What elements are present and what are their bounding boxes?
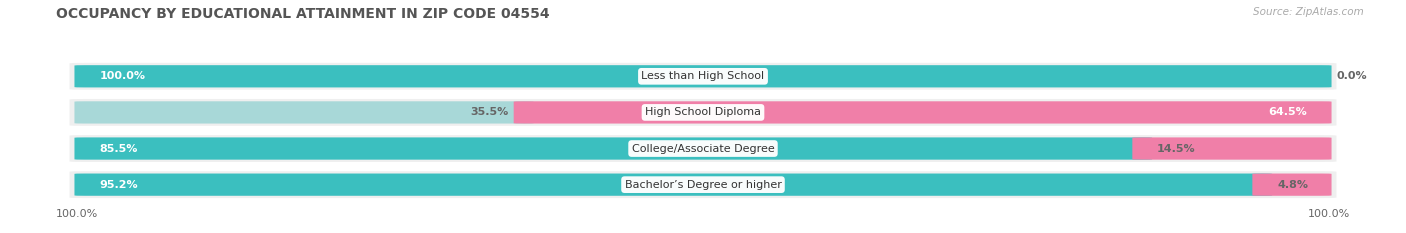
Text: Less than High School: Less than High School — [641, 71, 765, 81]
Text: 35.5%: 35.5% — [471, 107, 509, 117]
FancyBboxPatch shape — [69, 99, 1337, 126]
FancyBboxPatch shape — [75, 65, 1331, 87]
FancyBboxPatch shape — [75, 137, 1152, 160]
Text: 95.2%: 95.2% — [100, 180, 138, 190]
Text: 0.0%: 0.0% — [1337, 71, 1367, 81]
Text: High School Diploma: High School Diploma — [645, 107, 761, 117]
Text: College/Associate Degree: College/Associate Degree — [631, 144, 775, 154]
Text: Bachelor’s Degree or higher: Bachelor’s Degree or higher — [624, 180, 782, 190]
FancyBboxPatch shape — [513, 101, 1331, 123]
Text: 85.5%: 85.5% — [100, 144, 138, 154]
Text: 4.8%: 4.8% — [1277, 180, 1308, 190]
FancyBboxPatch shape — [75, 101, 533, 123]
Text: Source: ZipAtlas.com: Source: ZipAtlas.com — [1253, 7, 1364, 17]
Text: OCCUPANCY BY EDUCATIONAL ATTAINMENT IN ZIP CODE 04554: OCCUPANCY BY EDUCATIONAL ATTAINMENT IN Z… — [56, 7, 550, 21]
FancyBboxPatch shape — [69, 135, 1337, 162]
FancyBboxPatch shape — [69, 63, 1337, 90]
FancyBboxPatch shape — [69, 171, 1337, 198]
FancyBboxPatch shape — [1253, 174, 1331, 196]
Text: 100.0%: 100.0% — [100, 71, 145, 81]
Text: 100.0%: 100.0% — [56, 209, 98, 219]
FancyBboxPatch shape — [1132, 137, 1331, 160]
Text: 64.5%: 64.5% — [1268, 107, 1306, 117]
Text: 14.5%: 14.5% — [1157, 144, 1195, 154]
Text: 100.0%: 100.0% — [1308, 209, 1350, 219]
FancyBboxPatch shape — [75, 174, 1272, 196]
